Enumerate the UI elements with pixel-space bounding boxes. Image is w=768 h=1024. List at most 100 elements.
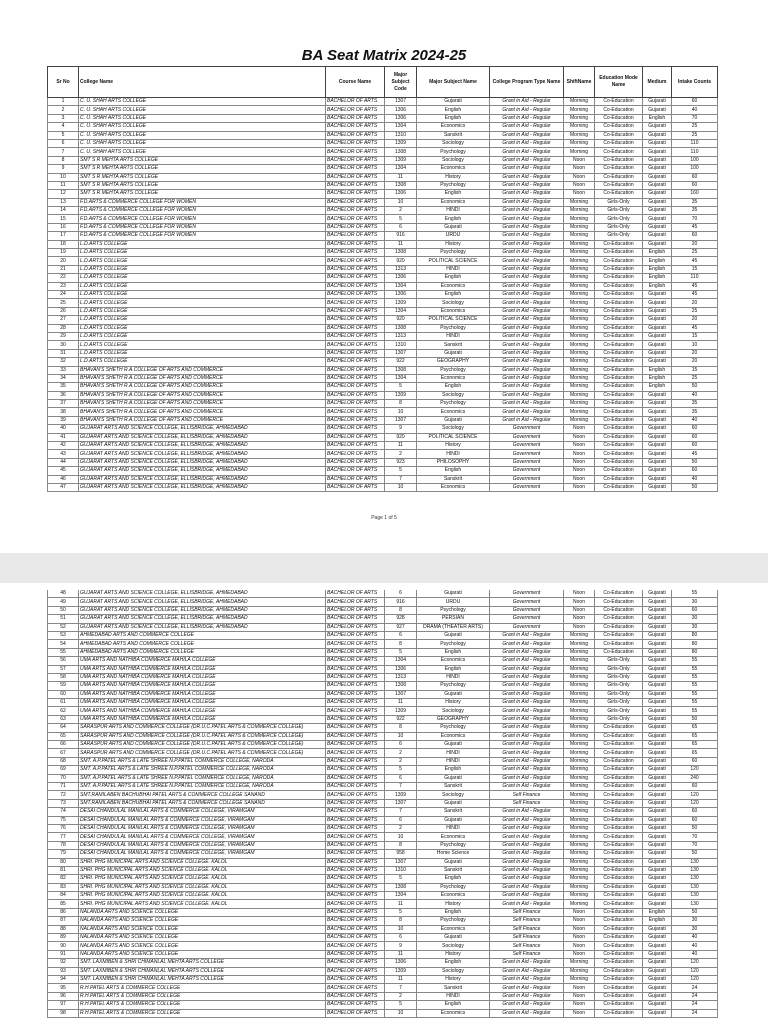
cell-college-name: GUJARAT ARTS AND SCIENCE COLLEGE, ELLISB… — [78, 424, 326, 434]
cell-sr-no: 95 — [47, 983, 79, 993]
cell-college-name: SMT. A.P.PATEL ARTS & LATE SHREE N.P.PAT… — [78, 782, 326, 792]
cell-college-name: GUJARAT ARTS AND SCIENCE COLLEGE, ELLISB… — [78, 466, 326, 476]
cell-medium: Gujarati — [642, 475, 672, 484]
table-body-page-2: 48 GUJARAT ARTS AND SCIENCE COLLEGE, ELLI… — [47, 590, 718, 1018]
header-shift-name: ShiftName — [563, 66, 595, 98]
cell-medium: Gujarati — [642, 933, 672, 943]
cell-shift-name: Morning — [563, 816, 595, 825]
cell-shift-name: Morning — [563, 248, 595, 258]
cell-subject-name: HINDI — [416, 992, 490, 1002]
cell-subject-code: 1309 — [384, 967, 417, 976]
cell-subject-name: HINDI — [416, 449, 490, 459]
cell-subject-name: Economics — [416, 374, 490, 384]
cell-education-mode: Co-Education — [594, 349, 643, 359]
cell-subject-name: Economics — [416, 891, 490, 901]
cell-shift-name: Morning — [563, 891, 595, 901]
cell-shift-name: Morning — [563, 139, 595, 149]
cell-college-name: R.H.PATEL ARTS & COMMERCE COLLEGE — [78, 1009, 326, 1018]
cell-course-name: BACHELOR OF ARTS — [325, 282, 385, 292]
cell-intake-count: 120 — [671, 799, 718, 809]
header-program-type: College Program Type Name — [489, 66, 564, 98]
cell-program-type: Grant in Aid - Regular — [489, 206, 564, 216]
cell-medium: Gujarati — [642, 590, 672, 599]
cell-medium: English — [642, 916, 672, 926]
table-row: 65 SARASPUR ARTS AND COMMERCE COLLEGE (DR… — [47, 732, 718, 742]
cell-course-name: BACHELOR OF ARTS — [325, 256, 385, 266]
cell-college-name: GUJARAT ARTS AND SCIENCE COLLEGE, ELLISB… — [78, 441, 326, 451]
cell-shift-name: Noon — [563, 933, 595, 943]
cell-course-name: BACHELOR OF ARTS — [325, 883, 385, 893]
cell-sr-no: 80 — [47, 858, 79, 867]
cell-subject-code: 1309 — [384, 298, 417, 308]
cell-intake-count: 70 — [671, 214, 718, 224]
cell-intake-count: 55 — [671, 665, 718, 674]
cell-college-name: C. U. SHAH ARTS COLLEGE — [78, 105, 326, 115]
cell-education-mode: Co-Education — [594, 441, 643, 451]
cell-education-mode: Co-Education — [594, 849, 643, 859]
cell-medium: Gujarati — [642, 648, 672, 658]
cell-college-name: C. U. SHAH ARTS COLLEGE — [78, 131, 326, 140]
cell-college-name: GUJARAT ARTS AND SCIENCE COLLEGE, ELLISB… — [78, 623, 326, 632]
cell-subject-code: 5 — [384, 765, 417, 775]
cell-shift-name: Noon — [563, 623, 595, 632]
cell-intake-count: 30 — [671, 916, 718, 926]
cell-course-name: BACHELOR OF ARTS — [325, 824, 385, 834]
cell-intake-count: 60 — [671, 466, 718, 476]
cell-subject-code: 1307 — [384, 858, 417, 867]
cell-course-name: BACHELOR OF ARTS — [325, 899, 385, 909]
cell-subject-code: 10 — [384, 732, 417, 742]
cell-medium: Gujarati — [642, 639, 672, 649]
cell-college-name: BHAVAN'S SHETH R.A.COLLEGE OF ARTS AND C… — [78, 416, 326, 426]
cell-sr-no: 12 — [47, 189, 79, 199]
table-row: 53 AHMEDABAD ARTS AND COMMERCE COLLEGE BAC… — [47, 631, 718, 641]
cell-education-mode: Co-Education — [594, 240, 643, 250]
cell-medium: Gujarati — [642, 748, 672, 758]
cell-course-name: BACHELOR OF ARTS — [325, 606, 385, 616]
cell-subject-name: Gujarati — [416, 740, 490, 750]
cell-medium: English — [642, 114, 672, 124]
cell-intake-count: 60 — [671, 606, 718, 616]
table-row: 58 UMA ARTS AND NATHIBA COMMERCE MAHILA C… — [47, 673, 718, 683]
cell-course-name: BACHELOR OF ARTS — [325, 958, 385, 968]
cell-college-name: SHRI. PHG MUNICIPAL ARTS AND SCIENCE COL… — [78, 858, 326, 867]
cell-course-name: BACHELOR OF ARTS — [325, 665, 385, 674]
cell-course-name: BACHELOR OF ARTS — [325, 908, 385, 918]
table-row: 50 GUJARAT ARTS AND SCIENCE COLLEGE, ELLI… — [47, 606, 718, 616]
cell-program-type: Grant in Aid - Regular — [489, 265, 564, 275]
cell-course-name: BACHELOR OF ARTS — [325, 307, 385, 317]
cell-sr-no: 44 — [47, 458, 79, 468]
cell-education-mode: Co-Education — [594, 424, 643, 434]
cell-program-type: Grant in Aid - Regular — [489, 131, 564, 140]
cell-subject-code: 1309 — [384, 790, 417, 800]
cell-subject-code: 1306 — [384, 114, 417, 124]
cell-course-name: BACHELOR OF ARTS — [325, 723, 385, 733]
cell-subject-name: Economics — [416, 307, 490, 317]
cell-subject-code: 1310 — [384, 131, 417, 140]
cell-shift-name: Morning — [563, 732, 595, 742]
cell-college-name: L.D.ARTS COLLEGE — [78, 240, 326, 250]
cell-shift-name: Morning — [563, 206, 595, 216]
cell-intake-count: 65 — [671, 740, 718, 750]
cell-subject-code: 927 — [384, 623, 417, 632]
cell-education-mode: Co-Education — [594, 407, 643, 417]
cell-medium: Gujarati — [642, 690, 672, 700]
cell-subject-code: 2 — [384, 757, 417, 767]
cell-program-type: Government — [489, 466, 564, 476]
cell-shift-name: Morning — [563, 307, 595, 317]
cell-program-type: Self Finance — [489, 799, 564, 809]
cell-subject-name: English — [416, 290, 490, 300]
cell-sr-no: 62 — [47, 706, 79, 716]
table-row: 91 NALANDA ARTS AND SCIENCE COLLEGE BACHEL… — [47, 950, 718, 960]
cell-subject-code: 1307 — [384, 690, 417, 700]
cell-subject-code: 916 — [384, 597, 417, 607]
cell-subject-name: English — [416, 273, 490, 283]
cell-medium: Gujarati — [642, 240, 672, 250]
cell-subject-code: 8 — [384, 399, 417, 409]
cell-subject-name: Psychology — [416, 916, 490, 926]
cell-intake-count: 35 — [671, 198, 718, 208]
cell-medium: Gujarati — [642, 407, 672, 417]
cell-sr-no: 83 — [47, 883, 79, 893]
cell-college-name: L.D.ARTS COLLEGE — [78, 324, 326, 333]
cell-subject-name: Sociology — [416, 156, 490, 166]
cell-subject-name: Gujarati — [416, 416, 490, 426]
